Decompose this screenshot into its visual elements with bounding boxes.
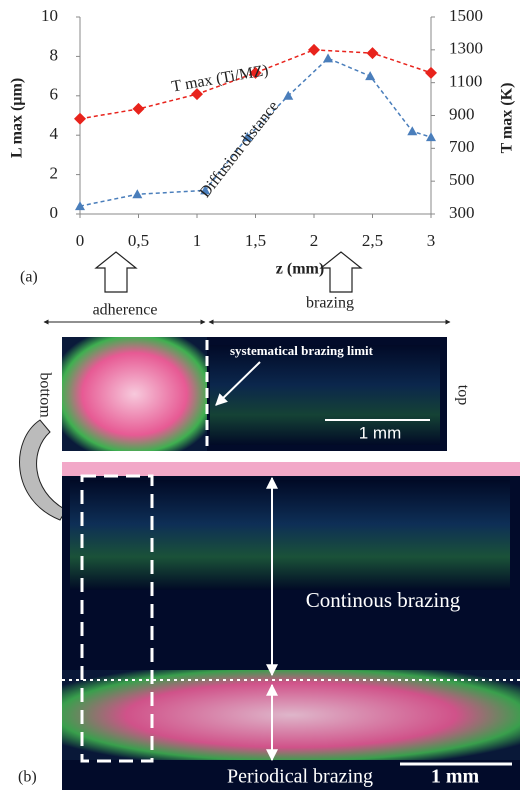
panel-label: (b) [18, 769, 37, 786]
y-axis-title: L max (µm) [9, 78, 26, 158]
y-tick-label: 4 [50, 124, 59, 143]
y2-axis-title: T max (K) [499, 83, 516, 154]
data-point [242, 132, 253, 142]
data-point [426, 132, 436, 142]
arrow [94, 251, 138, 293]
arrow [319, 251, 363, 293]
data-point [366, 47, 379, 60]
y2-tick-label: 1300 [449, 39, 483, 58]
side-label: bottom [36, 372, 53, 418]
x-tick-label: 2 [310, 231, 319, 250]
side-label: top [454, 385, 471, 405]
data-point [132, 189, 143, 199]
data-point [308, 43, 320, 56]
data-point [365, 71, 376, 81]
data-point [283, 90, 294, 100]
scale-bar-label: 1 mm [431, 766, 480, 788]
zone-label: adherence [93, 302, 158, 319]
data-point [407, 126, 418, 136]
zone-label: brazing [306, 295, 354, 312]
y2-tick-label: 500 [449, 170, 475, 189]
data-point [74, 112, 86, 125]
data-point [200, 185, 211, 195]
y2-tick-label: 1100 [449, 72, 482, 91]
series-label: Diffusion distance [196, 98, 282, 201]
data-point [323, 53, 334, 63]
data-point [75, 201, 85, 211]
curved-arrow [19, 419, 67, 521]
y2-tick-label: 700 [449, 137, 475, 156]
x-axis-title: z (mm) [276, 261, 324, 278]
annotation: systematical brazing limit [230, 343, 374, 358]
bottom-image [62, 462, 520, 790]
series-line [79, 49, 432, 120]
x-tick-label: 1 [193, 231, 202, 250]
y-tick-label: 10 [41, 6, 58, 25]
x-tick-label: 2,5 [362, 231, 383, 250]
annotation: Periodical brazing [227, 766, 373, 788]
data-point [191, 88, 203, 101]
series-label: T max (Ti/MZ) [170, 62, 269, 96]
y2-tick-label: 300 [449, 203, 475, 222]
y-tick-label: 2 [50, 164, 59, 183]
data-point [249, 66, 262, 79]
data-point [425, 66, 437, 79]
x-tick-label: 1,5 [245, 231, 266, 250]
panel-label: (a) [20, 269, 38, 286]
y2-tick-label: 1500 [449, 6, 483, 25]
y-tick-label: 0 [50, 203, 59, 222]
x-tick-label: 0,5 [128, 231, 149, 250]
scale-bar-label: 1 mm [359, 423, 402, 442]
top-image [62, 337, 447, 451]
chart-a: 0 2 4 6 8 10 300 500 700 900 1100 1300 1500 0 0,5 1 1,5 2… [9, 6, 516, 278]
y-tick-label: 8 [50, 45, 59, 64]
y2-tick-label: 900 [449, 104, 475, 123]
data-point [132, 102, 145, 115]
y-tick-label: 6 [50, 85, 59, 104]
annotation: Continous brazing [306, 588, 461, 612]
x-tick-label: 0 [76, 231, 85, 250]
x-tick-label: 3 [427, 231, 436, 250]
